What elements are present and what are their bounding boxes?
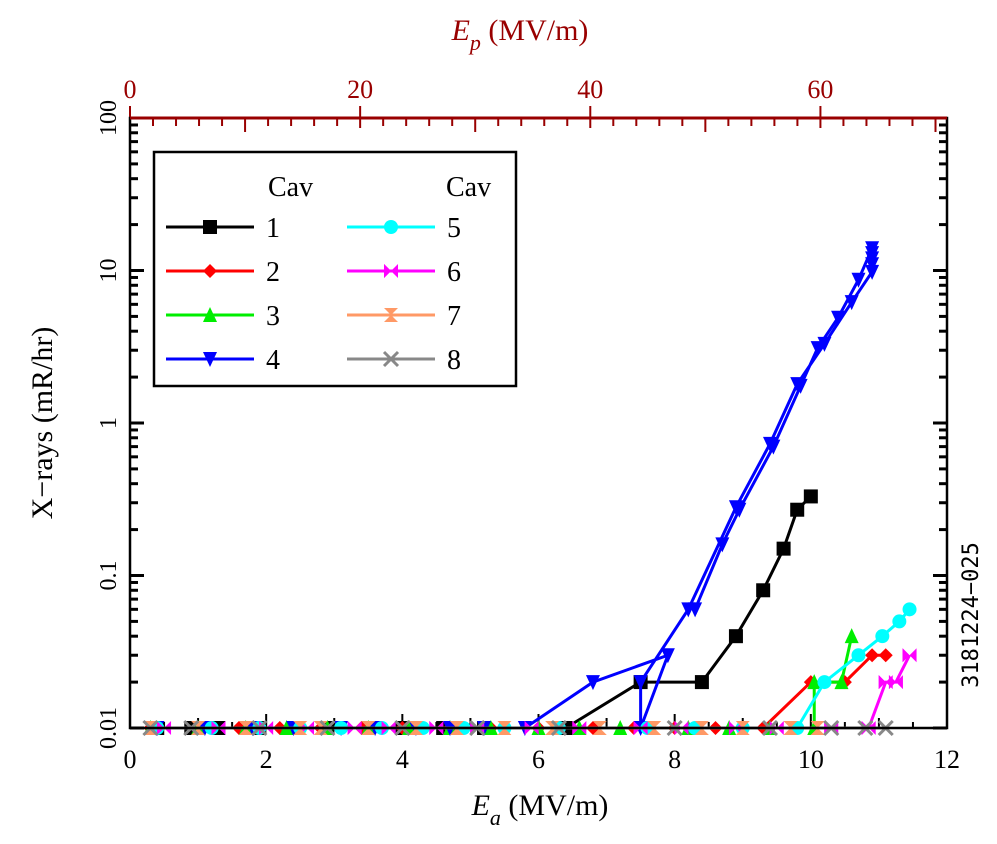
x-tick-label: 0 (124, 745, 137, 774)
x-tick-label: 12 (934, 745, 960, 774)
figure-id-annotation: 3181224−025 (959, 542, 984, 688)
series-cav-1 (150, 489, 818, 735)
legend-entry-cav-8: 8 (347, 345, 461, 376)
legend-entry-cav-1: 1 (166, 213, 280, 244)
y-tick-label: 1 (96, 417, 122, 429)
top-axis-title: Ep (MV/m) (451, 14, 589, 55)
legend-entry-cav-7: 7 (347, 301, 461, 332)
svg-text:Cav: Cav (268, 172, 313, 203)
top-tick-label: 60 (807, 75, 833, 104)
x-tick-label: 10 (798, 745, 824, 774)
svg-text:8: 8 (447, 345, 461, 376)
y-axis-title: X−rays (mR/hr) (26, 327, 59, 520)
y-tick-label: 100 (96, 100, 122, 136)
legend-entry-cav-4: 4 (166, 345, 280, 376)
top-tick-label: 0 (124, 75, 137, 104)
legend-entry-cav-6: 6 (347, 257, 461, 288)
svg-text:Cav: Cav (446, 172, 491, 203)
y-tick-label: 0.1 (96, 561, 122, 591)
series-cav-3 (143, 628, 859, 735)
y-tick-label: 0.01 (96, 707, 122, 749)
x-tick-label: 6 (532, 745, 545, 774)
svg-text:4: 4 (266, 345, 280, 376)
svg-text:6: 6 (447, 257, 461, 288)
svg-text:1: 1 (266, 213, 280, 244)
x-tick-label: 8 (668, 745, 681, 774)
top-tick-label: 20 (347, 75, 373, 104)
legend-entry-cav-2: 2 (166, 257, 280, 288)
svg-text:5: 5 (447, 213, 461, 244)
svg-text:3: 3 (266, 301, 280, 332)
top-tick-label: 40 (577, 75, 603, 104)
svg-text:7: 7 (447, 301, 461, 332)
legend-entry-cav-5: 5 (347, 213, 461, 244)
legend-entry-cav-3: 3 (166, 301, 280, 332)
svg-text:2: 2 (266, 257, 280, 288)
legend: Cav Cav 1 2 3 4 5 6 7 8 (152, 150, 518, 388)
x-axis-title: Ea (MV/m) (471, 789, 609, 830)
x-tick-label: 4 (396, 745, 409, 774)
y-tick-label: 10 (96, 259, 122, 283)
x-tick-label: 2 (260, 745, 273, 774)
